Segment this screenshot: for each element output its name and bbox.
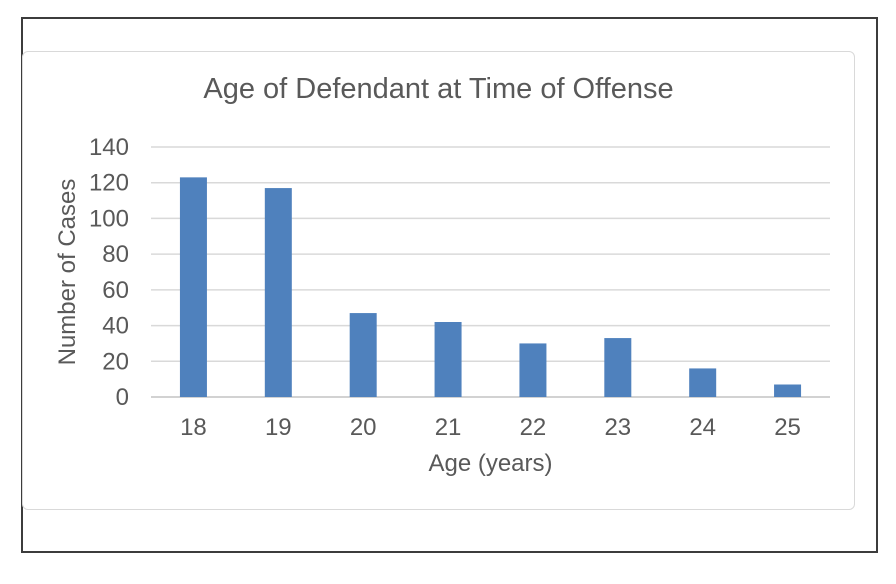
bar-18 [179, 177, 207, 397]
x-tick-label-23: 23 [604, 414, 631, 441]
y-tick-label-100: 100 [89, 205, 129, 232]
x-tick-label-25: 25 [774, 414, 801, 441]
y-axis-title: Number of Cases [54, 178, 81, 366]
x-tick-label-22: 22 [520, 414, 547, 441]
chart-title: Age of Defendant at Time of Offense [203, 73, 674, 105]
bar-23 [604, 338, 632, 397]
bar-25 [774, 384, 802, 397]
plot-area: 0 20 40 60 80 100 120 140 18 19 20 21 22 23 24 25 [89, 134, 830, 441]
y-tick-label-80: 80 [102, 241, 129, 268]
bar-20 [349, 313, 377, 397]
y-tick-label-60: 60 [102, 277, 129, 304]
x-tick-label-21: 21 [435, 414, 462, 441]
x-tick-label-19: 19 [265, 414, 292, 441]
bar-24 [689, 368, 717, 397]
y-tick-label-40: 40 [102, 313, 129, 340]
y-tick-label-0: 0 [116, 384, 129, 411]
y-tick-label-140: 140 [89, 134, 129, 161]
chart-area[interactable]: Age of Defendant at Time of Offense 0 20 4… [22, 51, 855, 510]
x-tick-label-18: 18 [180, 414, 207, 441]
x-tick-label-20: 20 [350, 414, 377, 441]
bar-21 [434, 322, 462, 397]
bar-22 [519, 343, 547, 397]
x-axis-title: Age (years) [428, 450, 553, 477]
bar-19 [264, 188, 292, 397]
y-tick-label-20: 20 [102, 348, 129, 375]
y-tick-label-120: 120 [89, 170, 129, 197]
x-tick-label-24: 24 [689, 414, 716, 441]
